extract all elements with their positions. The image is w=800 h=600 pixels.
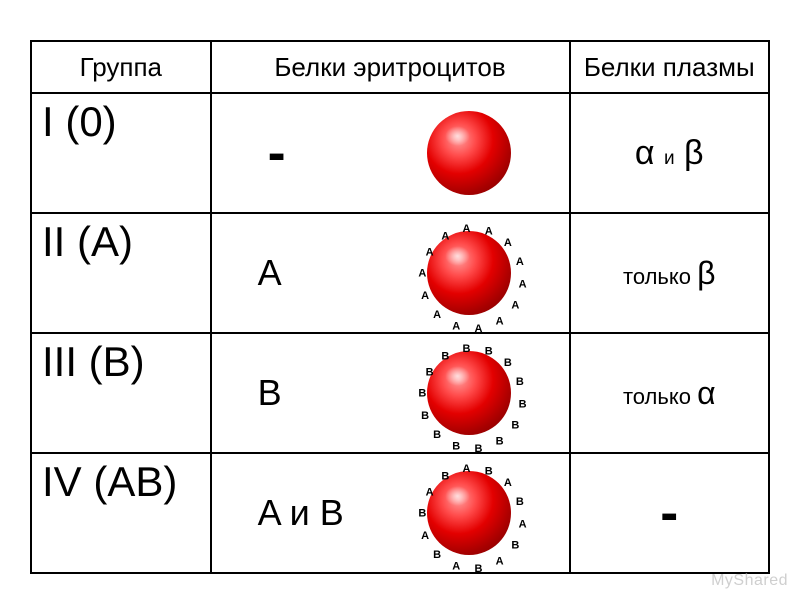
plasma-cell: только β (570, 213, 769, 333)
blood-groups-table: Группа Белки эритроцитов Белки плазмы I … (30, 40, 770, 574)
antigen-markers: ABABABABABABAB (427, 471, 511, 555)
hdr-plasma: Белки плазмы (570, 41, 769, 93)
antigen-marker: B (441, 471, 449, 483)
antigen-marker: A (433, 309, 441, 321)
antigen-marker: A (463, 223, 471, 235)
watermark: MyShared (711, 572, 788, 590)
antigen-marker: A (463, 463, 471, 475)
antigen-label: A и B (258, 492, 344, 534)
erythrocyte-cell: - (211, 93, 570, 213)
antigen-marker: A (496, 315, 504, 327)
antigen-marker: B (426, 367, 434, 379)
antigen-marker: A (421, 290, 429, 302)
rbc-holder: ABABABABABABAB (409, 453, 529, 573)
red-blood-cell-icon: ABABABABABABAB (427, 471, 511, 555)
table-row: III (B)BBBBBBBBBBBBBBBтолько α (31, 333, 769, 453)
hdr-group: Группа (31, 41, 211, 93)
antigen-marker: A (426, 487, 434, 499)
antigen-marker: A (519, 518, 527, 530)
plasma-cell: - (570, 453, 769, 573)
antigen-marker: B (504, 357, 512, 369)
group-cell: III (B) (31, 333, 211, 453)
antigen-marker: A (426, 247, 434, 259)
table-row: II (A)AAAAAAAAAAAAAAAтолько β (31, 213, 769, 333)
group-cell: I (0) (31, 93, 211, 213)
antigen-marker: B (418, 388, 426, 400)
red-blood-cell-icon: AAAAAAAAAAAAAA (427, 231, 511, 315)
antigen-label: - (268, 122, 286, 184)
antigen-marker: A (441, 231, 449, 243)
group-cell: IV (AB) (31, 453, 211, 573)
rbc-holder: BBBBBBBBBBBBBB (409, 333, 529, 453)
table-row: I (0)- α и β (31, 93, 769, 213)
plasma-cell: только α (570, 333, 769, 453)
antigen-marker: B (485, 465, 493, 477)
antigen-marker: B (511, 539, 519, 551)
antigen-marker: B (433, 429, 441, 441)
antigen-marker: A (511, 299, 519, 311)
antigen-marker: B (463, 343, 471, 355)
antigen-marker: A (519, 278, 527, 290)
antigen-marker: A (421, 530, 429, 542)
red-blood-cell-icon: BBBBBBBBBBBBBB (427, 351, 511, 435)
red-blood-cell-icon (427, 111, 511, 195)
rbc-holder (409, 93, 529, 213)
antigen-marker: B (511, 419, 519, 431)
antigen-marker: A (452, 561, 460, 573)
erythrocyte-cell: AAAAAAAAAAAAAAA (211, 213, 570, 333)
rbc-holder: AAAAAAAAAAAAAA (409, 213, 529, 333)
antigen-marker: A (485, 225, 493, 237)
antigen-markers: BBBBBBBBBBBBBB (427, 351, 511, 435)
antigen-marker: A (504, 477, 512, 489)
erythrocyte-cell: A и BABABABABABABAB (211, 453, 570, 573)
antigen-marker: B (496, 435, 504, 447)
header-row: Группа Белки эритроцитов Белки плазмы (31, 41, 769, 93)
antigen-marker: A (496, 555, 504, 567)
antigen-marker: A (504, 237, 512, 249)
antigen-marker: A (418, 268, 426, 280)
antigen-marker: A (452, 321, 460, 333)
antigen-marker: B (485, 345, 493, 357)
antigen-marker: B (452, 441, 460, 453)
antigen-markers: AAAAAAAAAAAAAA (427, 231, 511, 315)
antigen-marker: B (475, 563, 483, 575)
antigen-label: B (258, 372, 282, 414)
antigen-marker: B (519, 398, 527, 410)
erythrocyte-cell: BBBBBBBBBBBBBBB (211, 333, 570, 453)
antigen-label: A (258, 252, 282, 294)
antigen-marker: B (418, 508, 426, 520)
antigen-marker: B (516, 496, 524, 508)
antigen-marker: A (516, 256, 524, 268)
table-row: IV (AB)A и BABABABABABABAB- (31, 453, 769, 573)
plasma-cell: α и β (570, 93, 769, 213)
antigen-marker: B (516, 376, 524, 388)
antigen-marker: B (441, 351, 449, 363)
group-cell: II (A) (31, 213, 211, 333)
antigen-marker: B (433, 549, 441, 561)
hdr-erythro: Белки эритроцитов (211, 41, 570, 93)
antigen-marker: B (421, 410, 429, 422)
